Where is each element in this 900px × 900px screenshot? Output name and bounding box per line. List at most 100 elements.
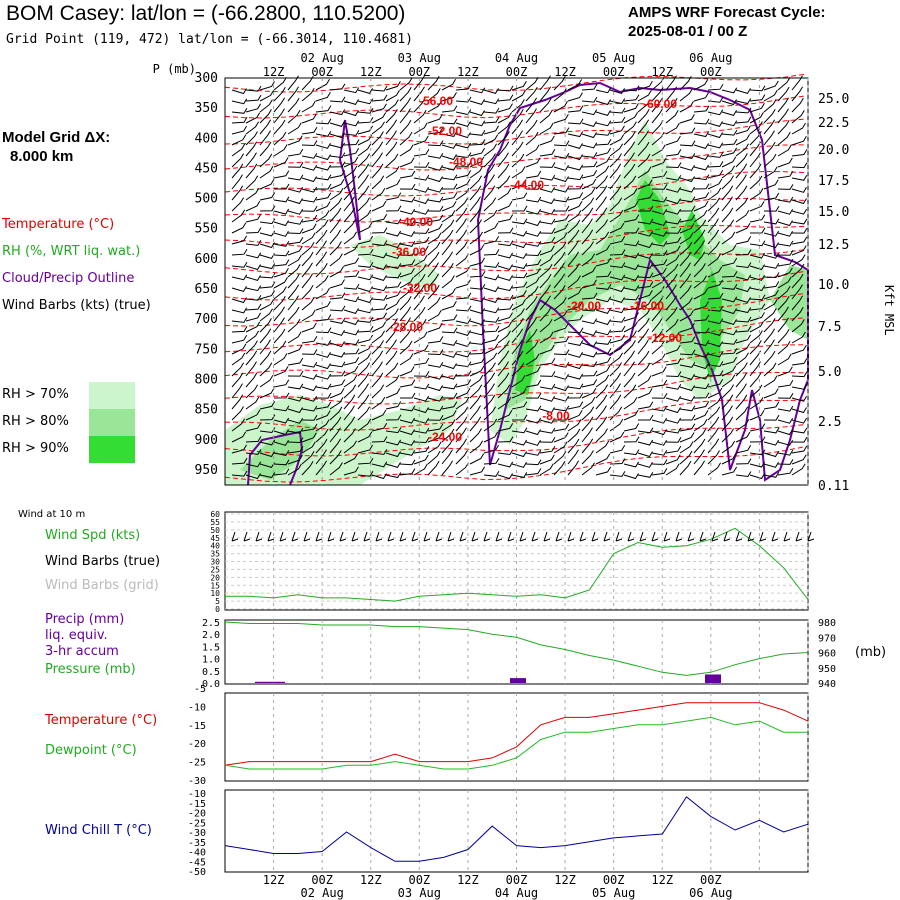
wind-barb bbox=[385, 90, 400, 102]
wind-barb bbox=[567, 143, 583, 149]
wind-barb bbox=[231, 163, 244, 179]
wind-barb bbox=[357, 249, 374, 256]
wind-barb bbox=[301, 100, 316, 113]
wind-barb bbox=[413, 318, 427, 333]
height-axis-label: Kft MSL bbox=[882, 285, 896, 336]
wind-barb bbox=[595, 196, 607, 212]
isotherm-label: -60.00 bbox=[643, 97, 677, 111]
wind-barb bbox=[553, 405, 570, 412]
wind-barb bbox=[721, 416, 734, 432]
top-hour-tick: 12Z bbox=[457, 65, 479, 79]
wind-barb bbox=[693, 449, 705, 465]
wind-barb bbox=[259, 242, 275, 249]
wind-barb bbox=[638, 414, 654, 421]
wind-barb bbox=[357, 326, 374, 333]
wind-barb bbox=[511, 375, 526, 388]
wind-barb bbox=[651, 240, 668, 247]
wind-barb bbox=[693, 363, 709, 370]
wind-barb bbox=[665, 162, 682, 169]
wind-barb bbox=[245, 112, 261, 124]
wind-barb bbox=[483, 431, 499, 443]
wind-barb bbox=[316, 183, 332, 190]
wind-barb bbox=[749, 473, 765, 480]
wind-barb bbox=[315, 263, 328, 278]
wind-barb bbox=[595, 329, 612, 336]
wind-barb bbox=[749, 227, 766, 234]
wind-barb bbox=[707, 361, 724, 367]
wind-barb bbox=[511, 308, 525, 322]
wind-barb bbox=[721, 365, 737, 377]
wind-barb bbox=[721, 308, 737, 315]
wind-barb bbox=[721, 244, 737, 256]
wind-barb bbox=[791, 245, 807, 256]
wind-barb bbox=[497, 200, 513, 212]
wind-barb bbox=[749, 103, 765, 113]
wind-barb bbox=[623, 201, 639, 212]
wind-barb bbox=[651, 108, 663, 124]
wind-barb bbox=[245, 461, 262, 468]
wind-barb bbox=[791, 218, 808, 225]
wind-barb bbox=[609, 107, 626, 114]
wind-barb bbox=[581, 207, 594, 223]
wind-barb bbox=[637, 99, 651, 113]
wind-barb bbox=[497, 436, 514, 443]
wind-barb bbox=[763, 308, 777, 322]
wind-barb bbox=[735, 362, 748, 377]
wind-barb bbox=[259, 299, 275, 311]
wind-barb bbox=[637, 298, 652, 311]
wind-barb bbox=[329, 161, 346, 168]
bottom-date-label: 05 Aug bbox=[592, 886, 635, 900]
wind-barb bbox=[553, 153, 570, 159]
wind-barb bbox=[413, 463, 428, 476]
wind-barb bbox=[749, 436, 766, 443]
wind-barb bbox=[553, 423, 570, 432]
wind-barb bbox=[455, 379, 472, 388]
wind-barb bbox=[707, 318, 724, 325]
wind-barb bbox=[315, 219, 329, 234]
wind-barb bbox=[427, 373, 444, 380]
wind-barb bbox=[245, 409, 261, 421]
wind-barb bbox=[427, 273, 440, 289]
wind-barb bbox=[707, 132, 723, 139]
wind-barb bbox=[455, 370, 472, 377]
wind-barb bbox=[735, 372, 748, 388]
wind-barb bbox=[399, 440, 415, 446]
wind-barb bbox=[623, 330, 637, 344]
wind-barb bbox=[287, 135, 303, 146]
legend-rh80: RH > 80% bbox=[2, 414, 69, 429]
wind-barb bbox=[735, 125, 751, 135]
wind-barb bbox=[455, 462, 469, 476]
wind-barb bbox=[581, 229, 594, 245]
wind-barb bbox=[357, 185, 370, 201]
wind-barb bbox=[553, 232, 568, 245]
wind-barb bbox=[427, 241, 441, 256]
wind-barb bbox=[287, 284, 300, 300]
wind-barb bbox=[679, 165, 695, 171]
wind-barb bbox=[483, 125, 500, 135]
wind-barb bbox=[441, 183, 458, 190]
wind-barb bbox=[231, 457, 248, 465]
wind-barb bbox=[609, 134, 625, 146]
wind-barb bbox=[707, 83, 724, 91]
wind-barb bbox=[581, 396, 596, 410]
wind-barb bbox=[301, 395, 318, 402]
wind-barb bbox=[357, 274, 374, 281]
wind-barb bbox=[525, 429, 541, 436]
wind-barb bbox=[539, 149, 556, 157]
wind-barb bbox=[455, 187, 470, 201]
wind-barb bbox=[357, 444, 374, 454]
wind-barb bbox=[525, 157, 541, 168]
wind-barb bbox=[567, 301, 583, 311]
wind-barb bbox=[609, 163, 622, 179]
wind-barb bbox=[469, 348, 486, 355]
wind-barb bbox=[259, 387, 275, 399]
pressure-tick-label: 350 bbox=[195, 101, 218, 116]
wind-barb bbox=[763, 401, 780, 410]
wind-barb bbox=[735, 116, 752, 124]
wind-barb bbox=[427, 223, 443, 234]
wind-barb bbox=[455, 305, 472, 312]
wind-barb bbox=[357, 297, 373, 304]
wind-barb bbox=[609, 143, 624, 157]
wind-barb bbox=[553, 297, 567, 311]
wind-barb bbox=[357, 394, 370, 410]
